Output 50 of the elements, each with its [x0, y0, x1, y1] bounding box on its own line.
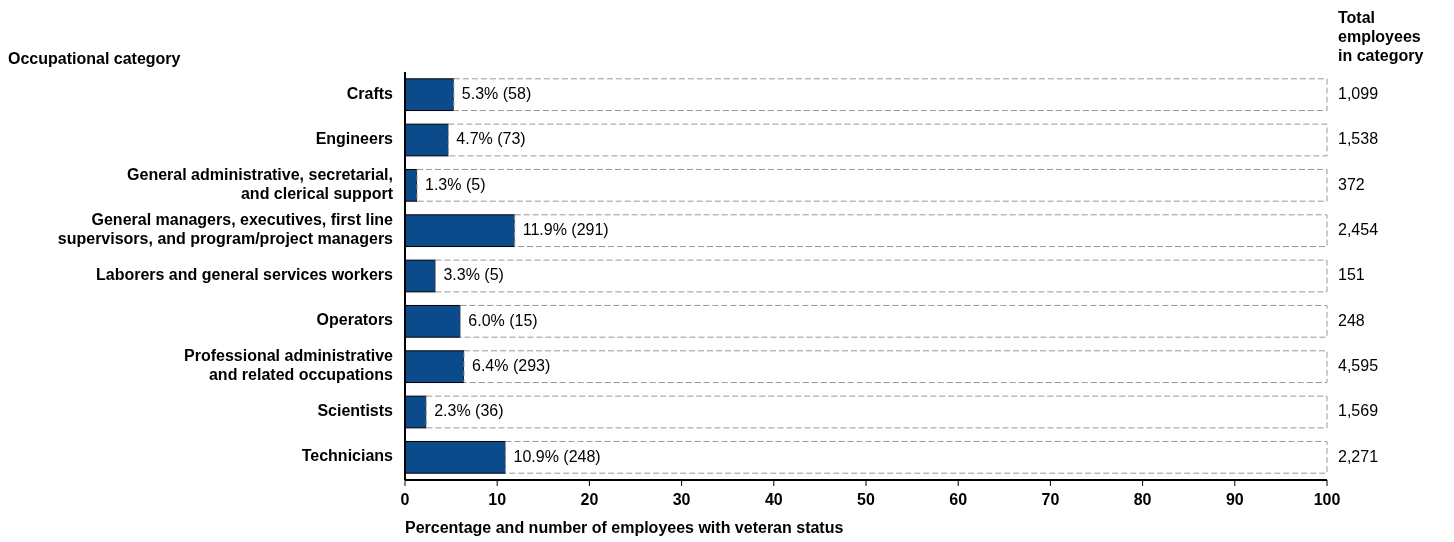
data-label: 3.3% (5) — [443, 266, 504, 284]
text: 2,271 — [1338, 447, 1379, 465]
data-label: 10.9% (248) — [513, 447, 601, 465]
bar — [505, 440, 1328, 474]
text: 2,454 — [1338, 220, 1379, 238]
x-tick-label: 10 — [488, 491, 507, 509]
bar — [514, 214, 1328, 248]
text: 1,569 — [1338, 402, 1379, 420]
text: 151 — [1338, 266, 1365, 284]
x-tick-label: 70 — [1041, 491, 1060, 509]
x-tick-label: 60 — [949, 491, 968, 509]
x-tick-label: 100 — [1313, 491, 1341, 509]
x-axis-title: Percentage and number of employees with veteran status — [405, 519, 844, 537]
y-tick-label: Crafts — [346, 84, 394, 102]
x-tick-label: 20 — [580, 491, 599, 509]
text: 4,595 — [1338, 356, 1379, 374]
x-tick-label: 40 — [764, 491, 783, 509]
data-label: 11.9% (291) — [522, 220, 609, 238]
y-tick-label: Technicians — [301, 447, 394, 465]
y-tick-label: Laborers and general services workers — [95, 266, 394, 284]
bar — [416, 168, 1328, 202]
x-tick-label: 90 — [1225, 491, 1244, 509]
data-label: 6.0% (15) — [468, 311, 538, 329]
bar — [434, 259, 1328, 293]
y-tick-label: General administrative, secretarial, and clerical support — [127, 166, 394, 203]
bar — [463, 350, 1328, 384]
data-label: 6.4% (293) — [472, 356, 551, 374]
x-tick-label: 80 — [1133, 491, 1152, 509]
y-tick-label: General managers, executives, first line supervisors, and program/project managers — [57, 211, 394, 248]
y-tick-label: Engineers — [315, 130, 394, 148]
y-tick-label: Scientists — [317, 402, 394, 420]
bar — [453, 78, 1328, 112]
data-label: 2.3% (36) — [434, 402, 504, 420]
bar — [459, 304, 1328, 338]
y-axis-title: Occupational category — [8, 50, 181, 68]
x-tick-label: 50 — [857, 491, 875, 509]
text: 1,538 — [1338, 130, 1379, 148]
x-tick-label: 30 — [672, 491, 691, 509]
bar — [425, 395, 1328, 429]
y-tick-label: Professional administrative and related occupations — [184, 347, 394, 384]
y-tick-label: Operators — [316, 311, 394, 329]
data-label: 4.7% (73) — [456, 130, 526, 148]
text: 372 — [1338, 175, 1365, 193]
x-tick-label: 0 — [400, 491, 410, 509]
text: 248 — [1338, 311, 1365, 329]
data-label: 5.3% (58) — [461, 84, 532, 102]
data-label: 1.3% (5) — [424, 175, 486, 193]
text: Total employees in category — [1338, 9, 1424, 65]
bar — [447, 123, 1328, 157]
text: 1,099 — [1338, 84, 1379, 102]
